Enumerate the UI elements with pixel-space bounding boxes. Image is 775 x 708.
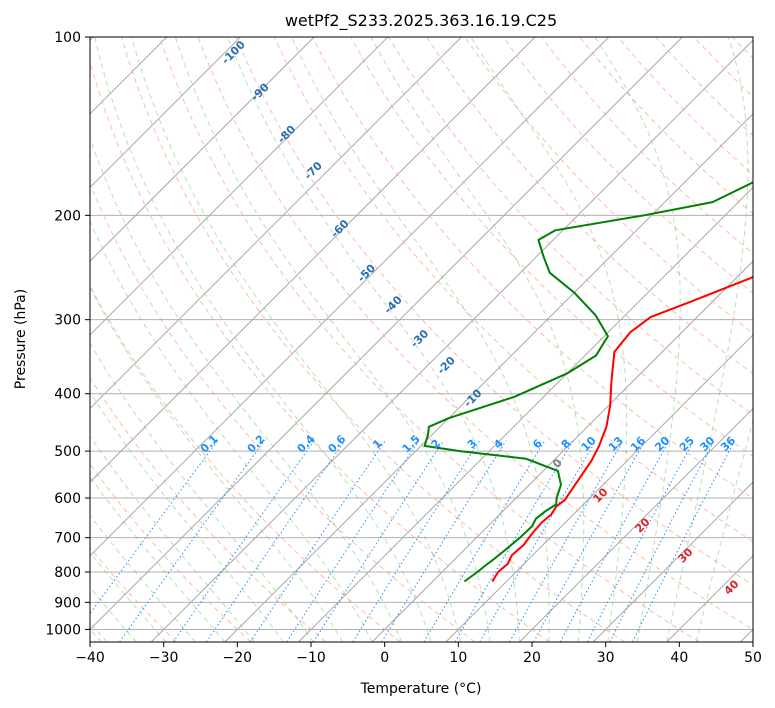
plot-frame: [89, 36, 754, 643]
dry-adiabat-line: [90, 546, 177, 642]
y-tick-label: 1000: [45, 622, 81, 638]
mixing-ratio-line: [286, 440, 420, 642]
dry-adiabat-line: [90, 182, 476, 642]
isotherm-line: [445, 334, 753, 642]
isotherm-line: [90, 37, 389, 336]
moist-adiabat-line: [90, 435, 255, 642]
moist-adiabat-line: [227, 37, 520, 642]
x-tick-label: 20: [523, 650, 541, 666]
moist-adiabat-line: [470, 37, 628, 642]
isotherm-line: [150, 39, 753, 642]
dry-adiabat-line: [121, 37, 625, 642]
dry-adiabat-line: [388, 37, 753, 416]
mixing-ratio-line: [479, 440, 597, 642]
y-tick-label: 900: [54, 595, 81, 611]
x-tick-label: 40: [670, 650, 688, 666]
dry-adiabat-line: [197, 37, 753, 630]
mixing-ratio-line: [559, 440, 670, 642]
moist-adiabat-line: [94, 37, 432, 642]
chart-title: wetPf2_S233.2025.363.16.19.C25: [285, 11, 557, 31]
mixing-ratio-line: [533, 440, 646, 642]
dewpoint-profile-line: [423, 181, 753, 583]
mixing-ratio-line: [509, 440, 624, 642]
y-tick-label: 800: [54, 565, 81, 581]
y-tick-label: 300: [54, 313, 81, 329]
x-tick-label: 10: [449, 650, 467, 666]
y-tick-label: 600: [54, 491, 81, 507]
moist-adiabat-line: [90, 220, 373, 642]
y-tick-label: 100: [54, 30, 81, 46]
y-axis-ticks: 100 200 300 400 500 600 700 800 900 1000: [45, 30, 90, 638]
moist-adiabat-line: [90, 136, 403, 642]
mixing-ratio-lines: [90, 440, 736, 642]
mixing-ratio-line: [454, 440, 574, 642]
mixing-ratio-line: [632, 440, 736, 642]
mixing-ratio-line: [249, 440, 386, 642]
x-tick-label: 50: [744, 650, 762, 666]
dry-adiabat-line: [235, 37, 753, 586]
dry-adiabat-line: [159, 37, 700, 642]
x-tick-label: −40: [75, 650, 105, 666]
isotherm-line: [90, 37, 683, 631]
x-axis-ticks: −40 −30 −20 −10 0 10 20 30 40 50: [75, 642, 762, 666]
dry-adiabat-line: [502, 37, 753, 294]
mixing-ratio-line: [381, 440, 507, 642]
moist-adiabat-line: [90, 476, 226, 642]
moist-adiabat-line: [131, 37, 461, 642]
moist-adiabat-line: [370, 37, 585, 642]
moist-adiabat-line: [291, 37, 550, 642]
dry-adiabat-line: [90, 376, 327, 642]
x-tick-label: 0: [380, 650, 389, 666]
moist-adiabat-line: [90, 391, 285, 642]
mixing-ratio-line: [90, 440, 219, 615]
mixing-ratio-line: [423, 440, 546, 642]
isotherm-line: [90, 37, 536, 483]
isotherm-line: [90, 37, 315, 262]
moist-adiabat-line: [174, 37, 491, 642]
dry-adiabat-line: [90, 463, 252, 642]
profile-lines: [423, 181, 753, 583]
dry-adiabat-line: [90, 60, 551, 642]
x-tick-label: −20: [223, 650, 253, 666]
isotherm-line: [90, 37, 462, 410]
isotherm-line: [519, 407, 753, 642]
mixing-ratio-line: [313, 440, 445, 642]
isotherm-line: [371, 260, 753, 642]
x-tick-label: −10: [296, 650, 326, 666]
moist-adiabat-line: [594, 37, 681, 642]
dry-adiabat-line: [273, 37, 753, 543]
isotherm-line: [90, 37, 610, 557]
grid-lines: [90, 37, 753, 642]
y-tick-label: 400: [54, 387, 81, 403]
mixing-ratio-line: [172, 440, 315, 642]
y-tick-label: 500: [54, 444, 81, 460]
isotherm-line: [224, 113, 753, 642]
x-axis-title: Temperature (°C): [360, 681, 482, 697]
moist-adiabat-line: [90, 514, 196, 642]
mixing-ratio-line: [352, 440, 481, 642]
moist-adiabat-line: [90, 551, 167, 642]
y-tick-label: 700: [54, 531, 81, 547]
isotherm-line: [592, 481, 753, 642]
y-tick-label: 200: [54, 208, 81, 224]
x-tick-label: −30: [149, 650, 179, 666]
x-tick-label: 30: [597, 650, 615, 666]
y-axis-title: Pressure (hPa): [13, 289, 29, 389]
adiabat-lines: [90, 37, 753, 642]
isotherm-line: [90, 37, 241, 189]
temperature-profile-line: [491, 275, 753, 583]
dry-adiabat-line: [90, 284, 401, 642]
mixing-ratio-line: [119, 440, 265, 642]
